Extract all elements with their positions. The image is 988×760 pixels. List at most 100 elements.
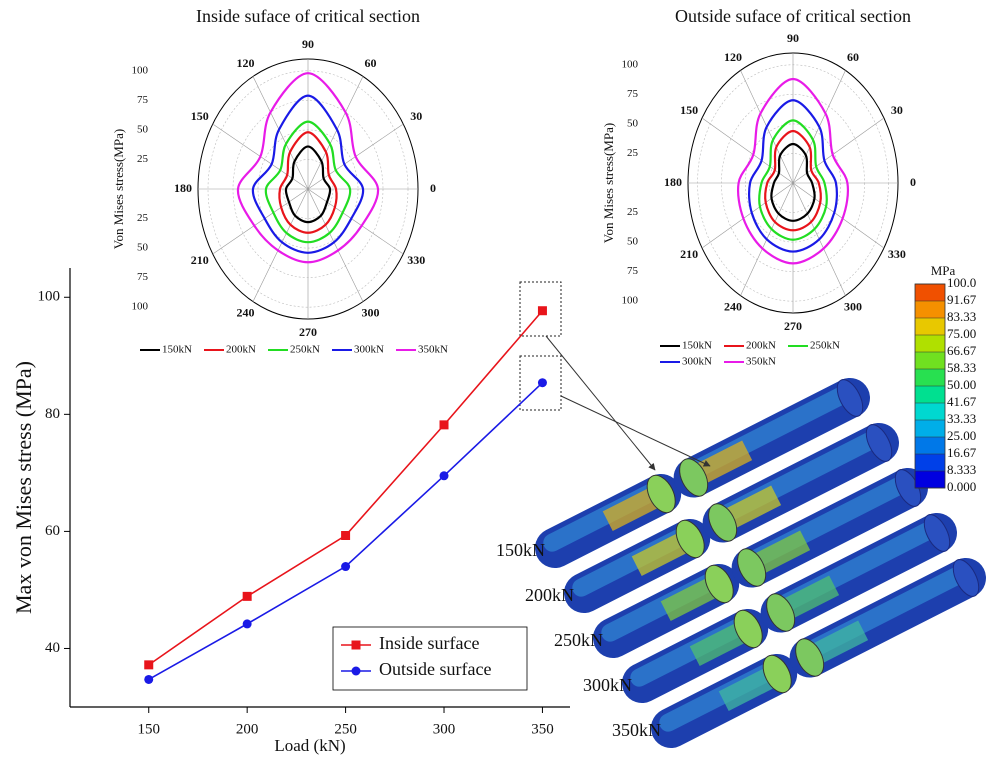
legend-label: 250kN <box>290 344 320 356</box>
color-band <box>915 352 945 369</box>
angle-tick-label: 210 <box>191 253 209 267</box>
x-axis-label: Load (kN) <box>274 736 345 755</box>
colorbar-tick-label: 100.0 <box>947 275 976 290</box>
data-point <box>538 306 547 315</box>
legend-label: 300kN <box>682 356 712 368</box>
pipe-label: 300kN <box>583 675 632 695</box>
r-tick-label: 50 <box>627 117 639 129</box>
colorbar-tick-label: 58.33 <box>947 360 976 375</box>
arrow <box>546 336 655 470</box>
angle-tick-label: 270 <box>784 319 802 333</box>
angle-tick-label: 210 <box>680 247 698 261</box>
angle-tick-label: 330 <box>407 253 425 267</box>
angle-grid-line <box>308 189 403 254</box>
legend-label: 350kN <box>418 344 448 356</box>
angle-tick-label: 300 <box>844 299 862 313</box>
color-band <box>915 284 945 301</box>
r-tick-label: 100 <box>622 295 639 307</box>
colorbar-tick-label: 33.33 <box>947 411 976 426</box>
legend-marker <box>352 641 361 650</box>
colorbar-tick-label: 25.00 <box>947 428 976 443</box>
x-tick-label: 150 <box>137 721 160 737</box>
y-tick-label: 100 <box>38 289 61 305</box>
legend-label: 300kN <box>354 344 384 356</box>
data-point <box>243 592 252 601</box>
r-tick-label: 75 <box>627 265 639 277</box>
y-axis-label: Max von Mises stress (MPa) <box>11 361 36 614</box>
legend-label: Inside surface <box>379 633 479 653</box>
legend-label: 150kN <box>682 340 712 352</box>
angle-tick-label: 150 <box>191 109 209 123</box>
r-axis-label: Von Mises stress(MPa) <box>601 123 616 243</box>
chart-title: Outside suface of critical section <box>675 6 911 26</box>
data-line <box>149 311 543 665</box>
pipe-label: 200kN <box>525 585 574 605</box>
angle-tick-label: 0 <box>430 181 436 195</box>
angle-grid-line <box>308 76 363 189</box>
color-band <box>915 403 945 420</box>
angle-tick-label: 0 <box>910 175 916 189</box>
x-tick-label: 300 <box>433 721 456 737</box>
legend-label: 200kN <box>746 340 776 352</box>
angle-tick-label: 300 <box>362 305 380 319</box>
r-tick-label: 25 <box>627 147 639 159</box>
y-tick-label: 80 <box>45 406 60 422</box>
legend-label: 150kN <box>162 344 192 356</box>
arrow <box>561 396 710 466</box>
color-band <box>915 420 945 437</box>
r-tick-label: 75 <box>137 94 149 106</box>
r-tick-label: 100 <box>622 58 639 70</box>
legend-label: Outside surface <box>379 659 491 679</box>
x-tick-label: 350 <box>531 721 554 737</box>
colorbar-tick-label: 91.67 <box>947 292 977 307</box>
color-band <box>915 454 945 471</box>
angle-tick-label: 120 <box>237 56 255 70</box>
colorbar-tick-label: 8.333 <box>947 462 976 477</box>
r-tick-label: 50 <box>137 123 149 135</box>
angle-tick-label: 90 <box>787 31 799 45</box>
colorbar-tick-label: 16.67 <box>947 445 977 460</box>
angle-tick-label: 180 <box>174 181 192 195</box>
r-tick-label: 25 <box>137 212 149 224</box>
angle-grid-line <box>213 189 308 254</box>
angle-tick-label: 270 <box>299 325 317 339</box>
chart-title: Inside suface of critical section <box>196 6 420 26</box>
angle-tick-label: 150 <box>680 103 698 117</box>
colorbar-tick-label: 50.00 <box>947 377 976 392</box>
pipe-label: 350kN <box>612 720 661 740</box>
angle-tick-label: 240 <box>724 299 742 313</box>
r-tick-label: 50 <box>627 236 639 248</box>
data-point <box>440 420 449 429</box>
legend-label: 200kN <box>226 344 256 356</box>
color-band <box>915 369 945 386</box>
data-point <box>341 531 350 540</box>
r-tick-label: 75 <box>627 88 639 100</box>
angle-tick-label: 240 <box>237 305 255 319</box>
r-axis-label: Von Mises stress(MPa) <box>111 129 126 249</box>
color-band <box>915 318 945 335</box>
angle-tick-label: 60 <box>365 56 377 70</box>
legend-label: 250kN <box>810 340 840 352</box>
colorbar-tick-label: 66.67 <box>947 343 977 358</box>
legend-marker <box>352 667 361 676</box>
r-tick-label: 75 <box>137 271 149 283</box>
pipe-label: 250kN <box>554 630 603 650</box>
data-point <box>341 562 350 571</box>
r-tick-label: 25 <box>627 206 639 218</box>
data-point <box>243 619 252 628</box>
angle-tick-label: 180 <box>664 175 682 189</box>
color-band <box>915 335 945 352</box>
data-point <box>538 378 547 387</box>
legend-label: 350kN <box>746 356 776 368</box>
r-tick-label: 25 <box>137 153 149 165</box>
figure: 150kN200kN250kN300kN350kN150200250300350… <box>0 0 988 760</box>
angle-tick-label: 30 <box>410 109 422 123</box>
r-tick-label: 100 <box>132 64 149 76</box>
color-band <box>915 437 945 454</box>
data-point <box>440 471 449 480</box>
color-band <box>915 471 945 488</box>
data-point <box>144 675 153 684</box>
angle-tick-label: 120 <box>724 50 742 64</box>
y-tick-label: 60 <box>45 523 60 539</box>
x-tick-label: 200 <box>236 721 259 737</box>
